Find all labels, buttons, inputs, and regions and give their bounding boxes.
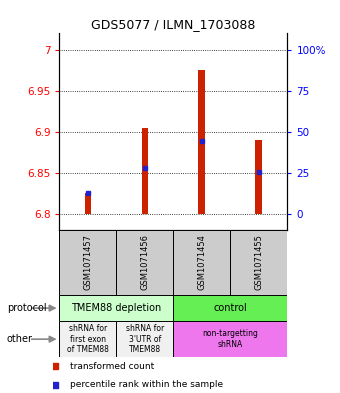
Text: TMEM88 depletion: TMEM88 depletion bbox=[71, 303, 162, 313]
Bar bbox=[116, 230, 173, 295]
Bar bbox=[59, 321, 116, 357]
Bar bbox=[59, 230, 116, 295]
Bar bbox=[173, 321, 287, 357]
Bar bbox=[59, 295, 173, 321]
Text: GSM1071457: GSM1071457 bbox=[84, 234, 92, 290]
Bar bbox=[173, 230, 231, 295]
Bar bbox=[141, 128, 148, 213]
Text: GSM1071456: GSM1071456 bbox=[140, 234, 149, 290]
Text: control: control bbox=[214, 303, 247, 313]
Text: non-targetting
shRNA: non-targetting shRNA bbox=[202, 329, 258, 349]
Bar bbox=[199, 70, 205, 213]
Bar bbox=[255, 140, 262, 213]
Title: GDS5077 / ILMN_1703088: GDS5077 / ILMN_1703088 bbox=[91, 18, 256, 31]
Text: transformed count: transformed count bbox=[70, 362, 154, 371]
Text: protocol: protocol bbox=[7, 303, 47, 313]
Text: GSM1071455: GSM1071455 bbox=[254, 234, 263, 290]
Bar bbox=[173, 295, 287, 321]
Bar bbox=[231, 230, 287, 295]
Text: other: other bbox=[7, 334, 33, 344]
Text: shRNA for
3'UTR of
TMEM88: shRNA for 3'UTR of TMEM88 bbox=[126, 324, 164, 354]
Text: GSM1071454: GSM1071454 bbox=[198, 234, 206, 290]
Bar bbox=[85, 193, 91, 213]
Text: percentile rank within the sample: percentile rank within the sample bbox=[70, 380, 223, 389]
Bar bbox=[116, 321, 173, 357]
Text: shRNA for
first exon
of TMEM88: shRNA for first exon of TMEM88 bbox=[67, 324, 109, 354]
